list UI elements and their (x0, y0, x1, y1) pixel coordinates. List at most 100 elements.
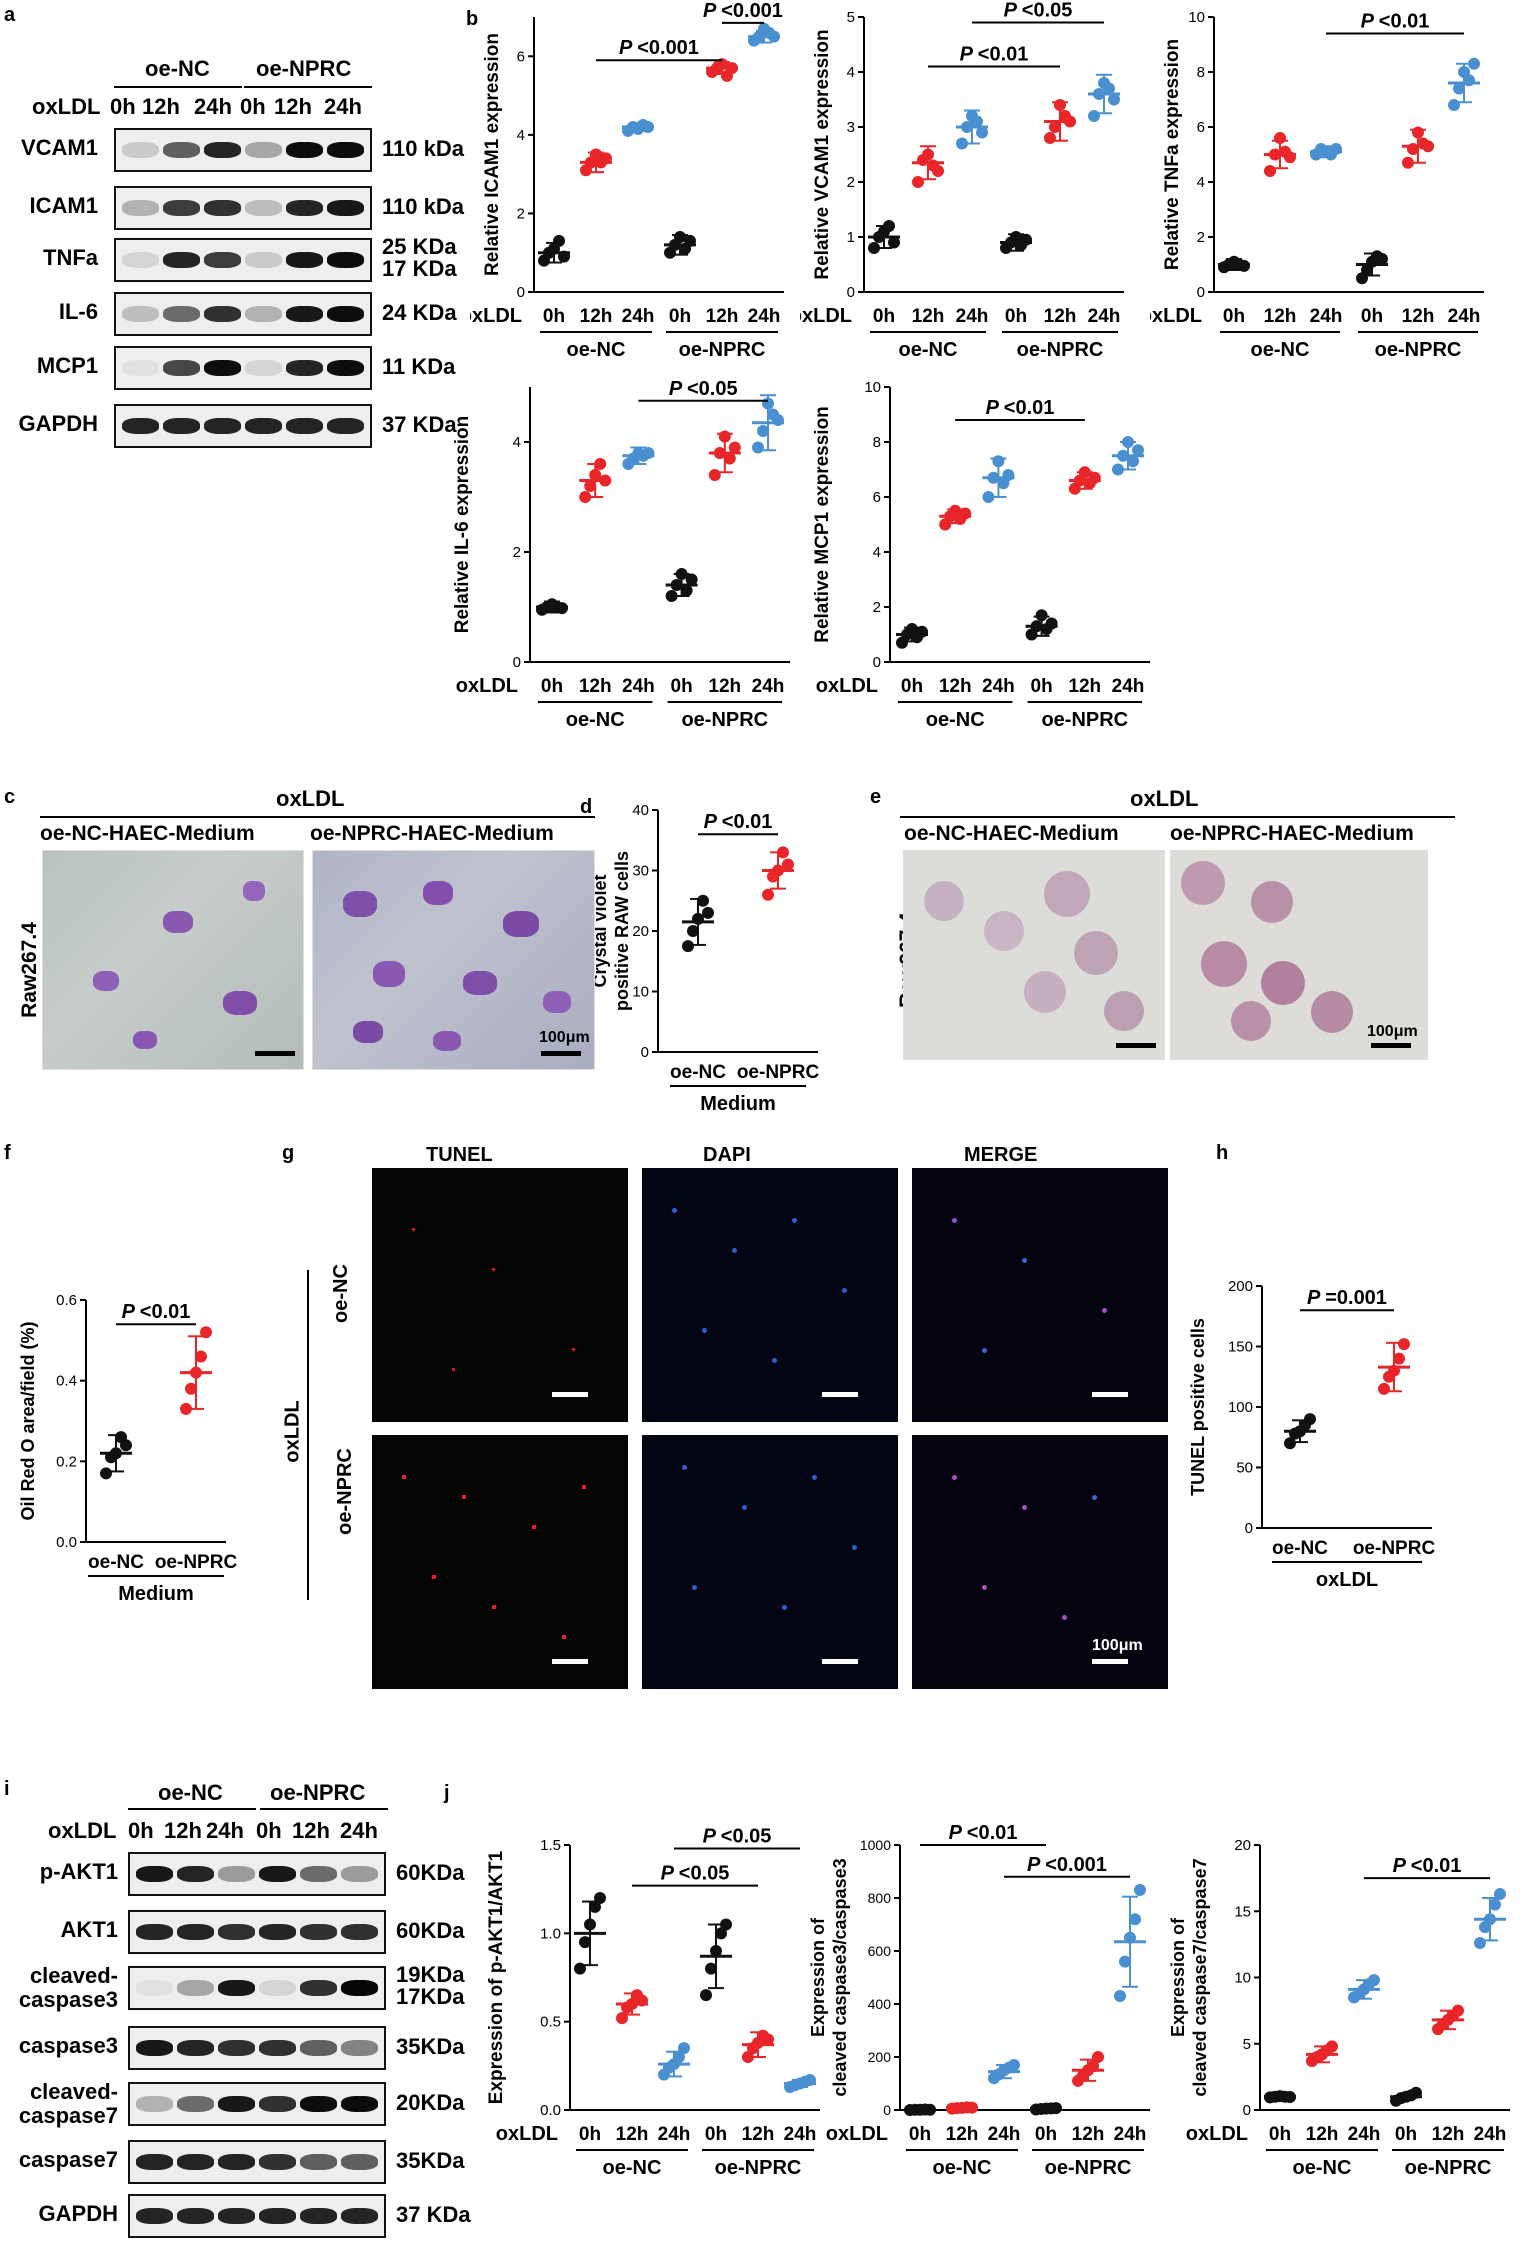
cell-dot (452, 1368, 455, 1371)
cell-dot (1102, 1308, 1107, 1313)
panel-label-c: c (4, 786, 16, 808)
blot-band (136, 1924, 173, 1940)
blot-kda-label: 11 KDa (382, 354, 456, 379)
merge-image-nprc: 100μm (912, 1435, 1168, 1689)
blot-strip (114, 186, 372, 230)
blot-i-group-nc-line (128, 1808, 256, 1810)
blot-band (136, 2208, 173, 2224)
y-tick-label: 150 (1228, 1339, 1253, 1356)
data-point (1114, 1990, 1126, 2003)
data-point (1035, 609, 1048, 622)
x-tick-label: 24h (988, 2124, 1021, 2145)
panel-g-row-nc: oe-NC (329, 1264, 352, 1323)
cell-dot (702, 1328, 707, 1333)
cell-dot (692, 1585, 697, 1590)
blot-band (300, 2154, 337, 2170)
data-point (1132, 444, 1144, 457)
blot-band (341, 2208, 378, 2224)
y-tick-label: 20 (1234, 1837, 1251, 1854)
data-point (757, 425, 769, 437)
cell-dot (1022, 1505, 1027, 1510)
data-point (762, 888, 774, 901)
y-tick-label: 0 (1197, 284, 1205, 301)
blot-band (327, 252, 364, 268)
y-tick-label: 0 (1245, 1520, 1253, 1537)
data-point (702, 906, 714, 919)
data-point (728, 441, 741, 454)
y-tick-label: 4 (873, 544, 881, 561)
group-label: Medium (118, 1583, 194, 1605)
x-tick-label: 24h (1114, 2124, 1147, 2145)
x-tick-label: 24h (1310, 306, 1343, 327)
oil-red-o-image-nprc: 100μm (1170, 850, 1428, 1060)
x-tick-label: 12h (1432, 2124, 1465, 2145)
y-tick-label: 2 (1197, 229, 1205, 246)
significance-label: P <0.05 (661, 1863, 730, 1885)
blot-band (245, 142, 282, 158)
oil-red-o-image-nc (903, 850, 1165, 1060)
data-point (742, 2051, 754, 2063)
data-point (976, 126, 988, 139)
blot-a-treatment: oxLDL (32, 94, 101, 119)
significance-label: P <0.01 (704, 811, 773, 833)
x-prefix-label: oxLDL (1186, 2123, 1248, 2145)
x-tick-label: 12h (912, 306, 945, 327)
x-tick-label: 0h (541, 676, 563, 697)
blot-kda-label: 35KDa (396, 2148, 465, 2173)
y-tick-label: 10 (1234, 1970, 1251, 1987)
blot-band (136, 2096, 173, 2112)
data-point (195, 1350, 207, 1363)
blot-band (259, 1866, 296, 1882)
blot-band (163, 306, 200, 322)
blot-band (177, 1924, 214, 1940)
blot-band (286, 142, 323, 158)
cell (984, 911, 1024, 951)
y-tick-label: 20 (632, 923, 649, 940)
y-tick-label: 0.6 (56, 1292, 77, 1309)
y-axis-label: Relative MCP1 expression (812, 406, 833, 643)
blot-band (218, 1924, 255, 1940)
chart-crystal-violet: 0 10 20 30 40 Crystal violet positive RAW cell… (590, 802, 820, 1115)
x-tick-label: 0h (909, 2124, 931, 2145)
x-tick-label: oe-NPRC (737, 1062, 820, 1083)
blot-band (259, 2040, 296, 2056)
panel-c-cell-label: Raw267.4 (17, 922, 41, 1018)
x-tick-label: 12h (742, 2124, 775, 2145)
y-axis-label: positive RAW cells (612, 851, 632, 1011)
x-tick-label: 24h (784, 2124, 817, 2145)
data-point (1452, 2004, 1464, 2017)
y-axis-label: Relative VCAM1 expression (812, 29, 833, 279)
stained-cell (503, 911, 539, 937)
crystal-violet-image-nc (42, 850, 304, 1070)
y-tick-label: 0 (517, 284, 525, 301)
data-point (1108, 93, 1120, 106)
data-point (673, 2051, 685, 2063)
y-tick-label: 100 (1228, 1399, 1253, 1416)
blot-band (136, 2040, 173, 2056)
stained-cell (423, 881, 453, 905)
x-tick-label: oe-NC (88, 1552, 144, 1573)
group-label: oe-NPRC (1041, 709, 1128, 731)
blot-row-label: cleaved- caspase3 (18, 1963, 118, 2012)
blot-band (327, 360, 364, 376)
data-point (1049, 121, 1061, 133)
blot-time-label: 12h (142, 94, 180, 119)
panel-g-col-dapi: DAPI (703, 1144, 751, 1166)
blot-row-label: AKT1 (60, 1917, 118, 1942)
blot-band (204, 252, 241, 268)
data-point (1112, 463, 1124, 476)
significance-label: P <0.01 (1361, 11, 1430, 33)
blot-strip (128, 2140, 386, 2184)
blot-strip (128, 1852, 386, 1896)
panel-label-f: f (4, 1142, 11, 1164)
panel-label-d: d (580, 796, 593, 818)
blot-a-group-nprc-line (244, 86, 372, 88)
blot-band (122, 306, 159, 322)
cell-dot (672, 1208, 677, 1213)
blot-band (177, 2040, 214, 2056)
cell-dot (842, 1288, 847, 1293)
cell-dot (462, 1495, 466, 1499)
y-tick-label: 0 (641, 1044, 649, 1061)
stained-cell (163, 911, 193, 933)
cell-dot (852, 1545, 857, 1550)
